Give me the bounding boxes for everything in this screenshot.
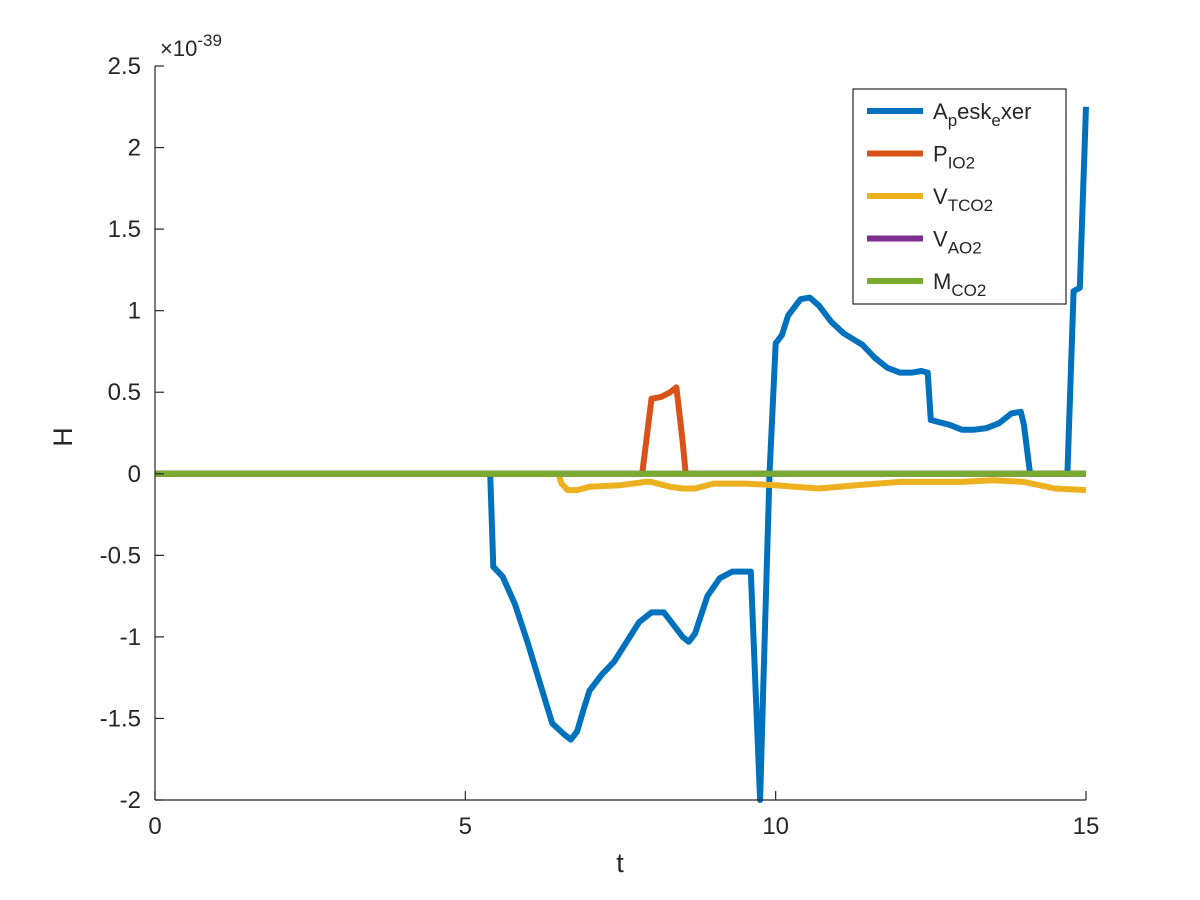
legend-label-P_IO2: PIO2 — [933, 142, 975, 173]
y-tick-label: 2.5 — [108, 53, 141, 80]
y-tick-label: -2 — [120, 787, 141, 814]
series-line-V_TCO2 — [155, 470, 1087, 494]
legend-label-A_pesk_exer: Apeskexer — [933, 99, 1031, 130]
y-tick-label: -0.5 — [100, 542, 141, 569]
y-axis-label: H — [48, 427, 78, 447]
exponent-label: ×10-39 — [160, 31, 222, 61]
x-tick-label: 15 — [1073, 813, 1100, 840]
legend-label-M_CO2: MCO2 — [933, 269, 986, 300]
series-line-P_IO2 — [155, 384, 1086, 477]
y-tick-label: 0.5 — [108, 379, 141, 406]
x-tick-label: 5 — [459, 813, 472, 840]
y-tick-label: -1 — [120, 624, 141, 651]
y-axis-exponent: ×10-39 — [160, 31, 222, 61]
axes: 0 5 10 15 -2 -1.5 -1 -0.5 0 0.5 1 1.5 2 2.5 — [100, 53, 1100, 840]
plot-area — [155, 106, 1089, 803]
legend-label-V_AO2: VAO2 — [933, 227, 982, 258]
y-tick-label: -1.5 — [100, 705, 141, 732]
y-tick-label: 1.5 — [108, 216, 141, 243]
x-axis-label: t — [616, 848, 624, 878]
legend-label-V_TCO2: VTCO2 — [933, 184, 993, 215]
y-tick-label: 0 — [128, 461, 141, 488]
y-tick-label: 2 — [128, 135, 141, 162]
y-tick-label: 1 — [128, 298, 141, 325]
x-tick-label: 0 — [148, 813, 161, 840]
legend: Apeskexer PIO2 VTCO2 VAO2 MCO2 — [852, 88, 1067, 305]
x-tick-label: 10 — [762, 813, 789, 840]
